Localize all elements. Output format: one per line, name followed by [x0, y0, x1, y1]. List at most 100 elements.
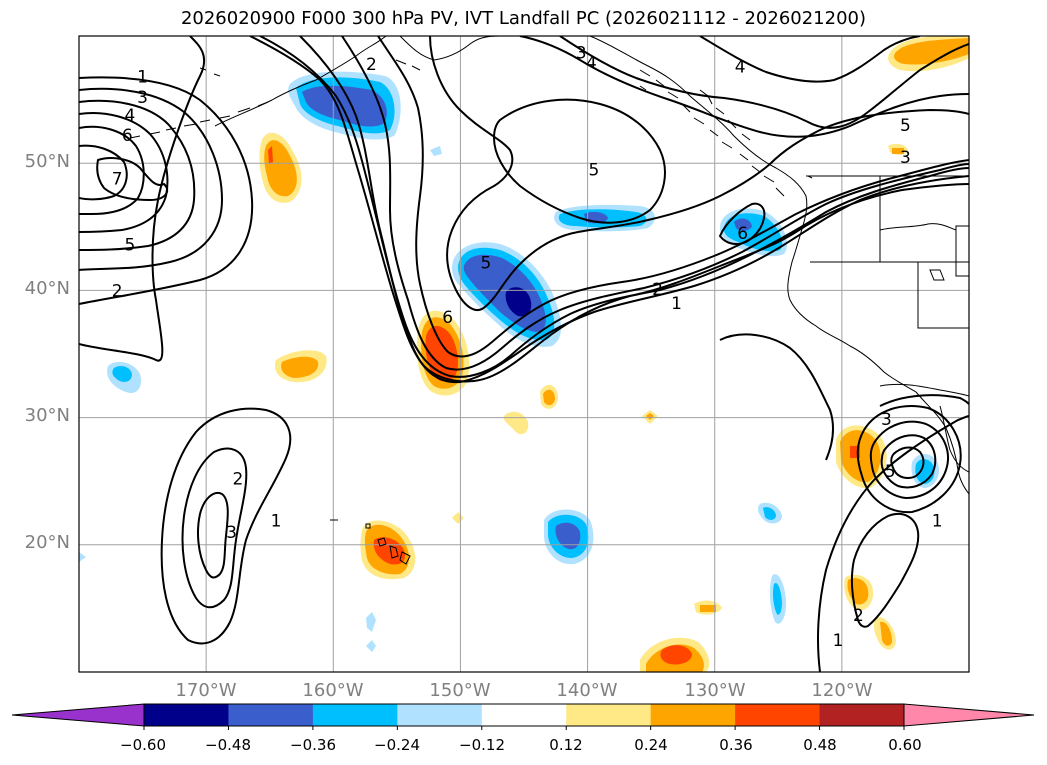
pv-region [543, 389, 555, 406]
contour-label: 2 [112, 281, 123, 301]
colorbar-segment [228, 704, 314, 726]
west-us-coast [787, 221, 917, 393]
contour-label: 6 [442, 308, 453, 328]
contour-label: 3 [137, 88, 148, 108]
contour-line [869, 420, 949, 500]
pv-region [763, 507, 776, 520]
contour-line [880, 434, 937, 489]
contour-label: 6 [122, 126, 133, 146]
pv-region [880, 621, 892, 646]
contour-line [79, 112, 169, 233]
pv-region [555, 522, 581, 550]
hawaii-island [399, 551, 411, 565]
contour-label: 5 [900, 116, 911, 136]
aleutian-islands [129, 101, 269, 139]
colorbar-tick-label: −0.12 [459, 736, 505, 754]
contour-line [197, 492, 229, 579]
contour-line [699, 36, 921, 83]
contour-line [377, 36, 969, 358]
contour-line [79, 76, 254, 305]
colorbar-tick-label: 0.60 [888, 736, 922, 754]
pv-region [772, 582, 782, 615]
contour-line [719, 333, 834, 461]
contour-label: 3 [226, 523, 237, 543]
lon-label: 160°W [302, 680, 364, 701]
contour-line [79, 125, 145, 215]
contour-label: 5 [589, 161, 600, 181]
alaska-coast [214, 36, 387, 127]
pv-region [660, 645, 692, 665]
pv-region [894, 38, 969, 65]
pv-region [373, 537, 406, 565]
lon-label: 140°W [556, 680, 618, 701]
contour-line [160, 407, 292, 645]
contour-line [718, 202, 766, 245]
contour-line [79, 87, 224, 271]
colorbar-segment [397, 704, 483, 726]
pv-region [892, 148, 904, 154]
contour-line [559, 36, 969, 129]
hawaii-island [377, 537, 387, 547]
mexico-border [879, 383, 969, 397]
lat-label: 40°N [24, 278, 70, 299]
contour-line [181, 447, 248, 609]
contour-label: 4 [124, 106, 135, 126]
contour-line [79, 99, 196, 251]
colorbar-tick-label: −0.36 [290, 736, 336, 754]
pv-region [734, 218, 752, 231]
contour-label: 7 [112, 169, 123, 189]
pv-region [112, 366, 132, 382]
border-line [807, 175, 813, 179]
colorbar-tick-label: 0.24 [634, 736, 668, 754]
contour-line [79, 144, 128, 201]
map-background [79, 36, 969, 672]
contour-label: 5 [480, 253, 491, 273]
contour-label: 6 [737, 224, 748, 244]
colorbar-tick-label: 0.12 [549, 736, 583, 754]
colorbar-tick-label: −0.48 [205, 736, 251, 754]
gulf-california-coast [939, 405, 969, 473]
lon-label: 170°W [175, 680, 237, 701]
pv-region [646, 413, 654, 420]
contour-label: 1 [932, 512, 943, 532]
colorbar-tick-label: −0.60 [120, 736, 166, 754]
lat-label: 30°N [24, 405, 70, 426]
contour-label: 2 [233, 470, 244, 490]
pv-contours [79, 36, 969, 672]
border-line [917, 262, 969, 329]
pv-region [281, 356, 319, 378]
contour-line [429, 36, 969, 311]
contour-line [299, 36, 969, 384]
pv-region [366, 612, 376, 632]
border-line [879, 223, 957, 231]
pv-region [79, 552, 86, 562]
border-line [955, 225, 969, 277]
colorbar-segment [144, 704, 229, 726]
colorbar-segment [650, 704, 736, 726]
contour-label: 1 [137, 68, 148, 88]
colorbar-segment [819, 704, 905, 726]
pv-region [505, 287, 532, 317]
lat-label: 50°N [24, 151, 70, 172]
contour-label: 1 [271, 512, 282, 532]
pv-region [840, 430, 881, 483]
pv-region [302, 85, 387, 127]
contour-label: 4 [735, 58, 746, 78]
colorbar-under-extension [11, 703, 145, 727]
contour-label: 2 [652, 280, 663, 300]
hawaii-island [365, 523, 371, 529]
contour-line [341, 36, 969, 371]
contour-line [850, 513, 920, 628]
bc-islands [639, 69, 785, 197]
colorbar-segment [312, 704, 398, 726]
hawaii-island [389, 545, 399, 559]
lon-label: 150°W [429, 680, 491, 701]
canada-coast [589, 36, 808, 223]
contour-line [96, 157, 169, 202]
lat-label: 20°N [24, 532, 70, 553]
contour-line [817, 415, 969, 672]
pv-region [430, 146, 442, 156]
contour-line [79, 36, 206, 362]
